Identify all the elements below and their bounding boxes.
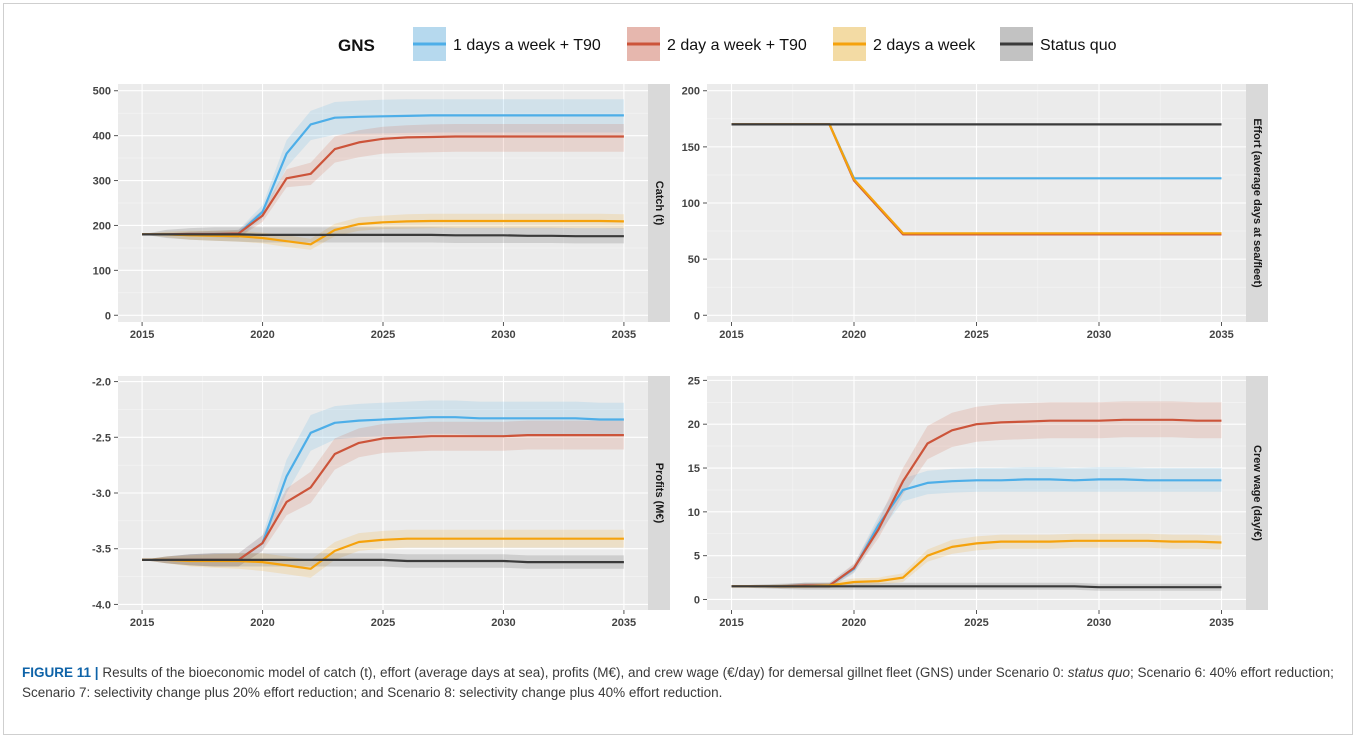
line-status-quo [142,558,624,564]
x-tick-label: 2030 [491,617,515,629]
x-tick-label: 2020 [842,617,866,629]
x-tick-label: 2030 [1087,329,1111,341]
y-tick-label: 500 [93,86,111,98]
y-tick-label: 10 [688,507,700,519]
x-tick-label: 2035 [612,617,636,629]
figure-svg: GNS 1 days a week + T90 2 day a week + T9… [92,27,1268,629]
x-tick-label: 2015 [719,329,743,341]
y-tick-label: -2.0 [92,377,111,389]
figure-caption: FIGURE 11 | Results of the bioeconomic m… [22,663,1340,703]
y-tick-label: -3.5 [92,544,111,556]
line-2-days-a-week [142,219,624,246]
y-tick-label: 200 [93,220,111,232]
y-tick-label: 15 [688,463,700,475]
y-tick-label: 300 [93,176,111,188]
series-layer [142,99,624,250]
y-tick-label: 0 [694,310,700,322]
facet-label: Crew wage (day/€) [1251,445,1263,541]
line-status-quo [142,233,624,238]
legend-label-2: 2 days a week [873,37,976,54]
panel-effort-average-days-at-sea-fleet: 2015 2020 2025 2030 2035 0 50 100 150 200 Effort (… [682,84,1268,341]
x-tick-label: 2030 [491,329,515,341]
y-tick-label: 0 [105,310,111,322]
series-layer [731,401,1222,591]
panel-profits-m: 2015 2020 2025 2030 2035 -4.0 -3.5 -3.0 -2.5 -2.0… [92,376,670,629]
facet-label: Effort (average days at sea/fleet) [1251,118,1263,288]
y-tick-label: 50 [688,254,700,266]
band-2-days-a-week [731,533,1222,589]
y-tick-label: 100 [682,198,700,210]
facet-strip [1246,84,1268,322]
facet-strip [648,376,670,610]
caption-text-a: Results of the bioeconomic model of catc… [98,665,1068,680]
band-1-days-a-week-t90 [142,400,624,567]
x-tick-label: 2015 [719,617,743,629]
caption-italic: status quo [1067,665,1131,680]
x-tick-label: 2025 [964,617,988,629]
legend-label-3: Status quo [1040,37,1117,54]
facet-label: Profits (M€) [653,463,665,524]
band-2-days-a-week [142,213,624,250]
y-tick-label: 25 [688,375,700,387]
y-tick-label: -4.0 [92,599,111,611]
figure-frame [3,3,1353,735]
legend-label-1: 2 day a week + T90 [667,37,807,54]
y-tick-label: 0 [694,594,700,606]
series-layer [731,123,1222,236]
panels: 2015 2020 2025 2030 20350100200300400500Catc… [92,84,1268,629]
x-tick-label: 2025 [371,617,395,629]
line-status-quo [731,585,1222,589]
band-2-days-a-week [142,529,624,578]
x-tick-label: 2035 [612,329,636,341]
x-tick-label: 2020 [250,617,274,629]
y-tick-label: -2.5 [92,432,111,444]
x-tick-label: 2020 [842,329,866,341]
series-layer [142,400,624,578]
y-tick-label: -3.0 [92,488,111,500]
y-tick-label: 20 [688,419,700,431]
panel-catch-t: 2015 2020 2025 2030 2035 0 100 200 300 400 500 Catc… [93,84,670,341]
caption-text-b: ; Scenario 6: 40% effort reduction; Scen… [22,665,1334,700]
y-tick-label: 5 [694,551,700,563]
x-tick-label: 2030 [1087,617,1111,629]
facet-label: Catch (t) [653,181,665,226]
caption-label: FIGURE 11 | [22,665,99,680]
legend-label-0: 1 days a week + T90 [453,37,601,54]
y-tick-label: 100 [93,265,111,277]
facet-strip [648,84,670,322]
x-tick-label: 2025 [964,329,988,341]
legend: GNS 1 days a week + T90 2 day a week + T9… [338,27,1117,61]
band-1-days-a-week-t90 [142,99,624,238]
y-tick-label: 150 [682,142,700,154]
y-tick-label: 400 [93,131,111,143]
x-tick-label: 2020 [250,329,274,341]
legend-title: GNS [338,36,375,55]
y-tick-label: 200 [682,86,700,98]
x-tick-label: 2035 [1209,617,1233,629]
x-tick-label: 2015 [130,329,154,341]
x-tick-label: 2035 [1209,329,1233,341]
x-tick-label: 2025 [371,329,395,341]
facet-strip [1246,376,1268,610]
x-tick-label: 2015 [130,617,154,629]
